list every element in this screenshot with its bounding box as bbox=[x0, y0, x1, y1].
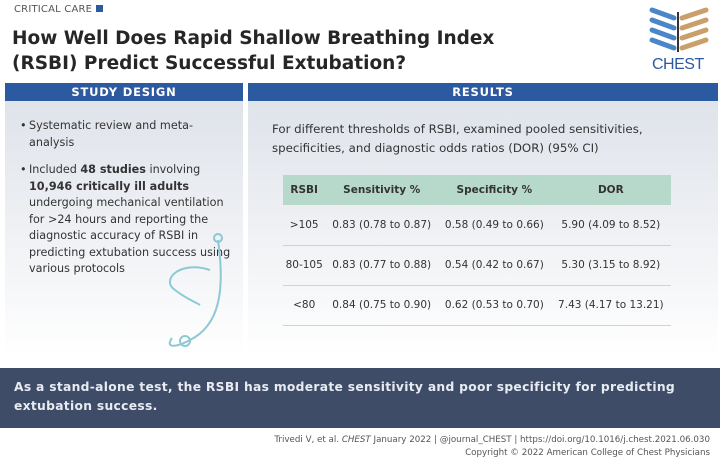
logo-text: CHEST bbox=[652, 56, 704, 73]
table-header-row: RSBI Sensitivity % Specificity % DOR bbox=[283, 175, 671, 205]
copyright: Copyright © 2022 American College of Che… bbox=[465, 448, 710, 458]
footer: Trivedi V, et al. CHEST January 2022 | @… bbox=[274, 434, 710, 460]
results-intro: For different thresholds of RSBI, examin… bbox=[272, 122, 643, 155]
bullet-design: Systematic review and meta-analysis bbox=[20, 118, 233, 151]
cell: 80-105 bbox=[283, 245, 326, 286]
table-row: >105 0.83 (0.78 to 0.87) 0.58 (0.49 to 0.6… bbox=[283, 205, 671, 246]
conclusion-banner: As a stand-alone test, the RSBI has mode… bbox=[0, 368, 720, 428]
study-design-heading: STUDY DESIGN bbox=[5, 83, 243, 101]
endotracheal-tube-icon bbox=[168, 233, 223, 347]
cell: 7.43 (4.17 to 13.21) bbox=[550, 285, 671, 326]
bullet-population: Included 48 studies involving 10,946 cri… bbox=[20, 162, 233, 278]
cell: 0.84 (0.75 to 0.90) bbox=[325, 285, 439, 326]
table-row: <80 0.84 (0.75 to 0.90) 0.62 (0.53 to 0.70… bbox=[283, 285, 671, 326]
cell: 5.30 (3.15 to 8.92) bbox=[550, 245, 671, 286]
cell: <80 bbox=[283, 285, 326, 326]
results-table: RSBI Sensitivity % Specificity % DOR >10… bbox=[283, 175, 671, 326]
chest-logo-icon bbox=[649, 7, 709, 52]
section-kicker: CRITICAL CARE bbox=[14, 4, 104, 15]
cell: 0.54 (0.42 to 0.67) bbox=[438, 245, 551, 286]
table-row: 80-105 0.83 (0.77 to 0.88) 0.54 (0.42 to 0… bbox=[283, 245, 671, 286]
column-header: Sensitivity % bbox=[325, 175, 439, 205]
column-header: Specificity % bbox=[438, 175, 551, 205]
cell: 0.83 (0.78 to 0.87) bbox=[325, 205, 439, 246]
citation: Trivedi V, et al. CHEST January 2022 | @… bbox=[274, 435, 710, 445]
study-design-panel: Systematic review and meta-analysis Incl… bbox=[5, 101, 243, 357]
cell: 0.62 (0.53 to 0.70) bbox=[438, 285, 551, 326]
cell: 0.83 (0.77 to 0.88) bbox=[325, 245, 439, 286]
cell: >105 bbox=[283, 205, 326, 246]
square-icon bbox=[96, 5, 104, 12]
cell: 5.90 (4.09 to 8.52) bbox=[550, 205, 671, 246]
column-header: DOR bbox=[550, 175, 671, 205]
column-header: RSBI bbox=[283, 175, 326, 205]
results-heading: RESULTS bbox=[248, 83, 718, 101]
cell: 0.58 (0.49 to 0.66) bbox=[438, 205, 551, 246]
page-title: How Well Does Rapid Shallow Breathing In… bbox=[12, 28, 495, 74]
